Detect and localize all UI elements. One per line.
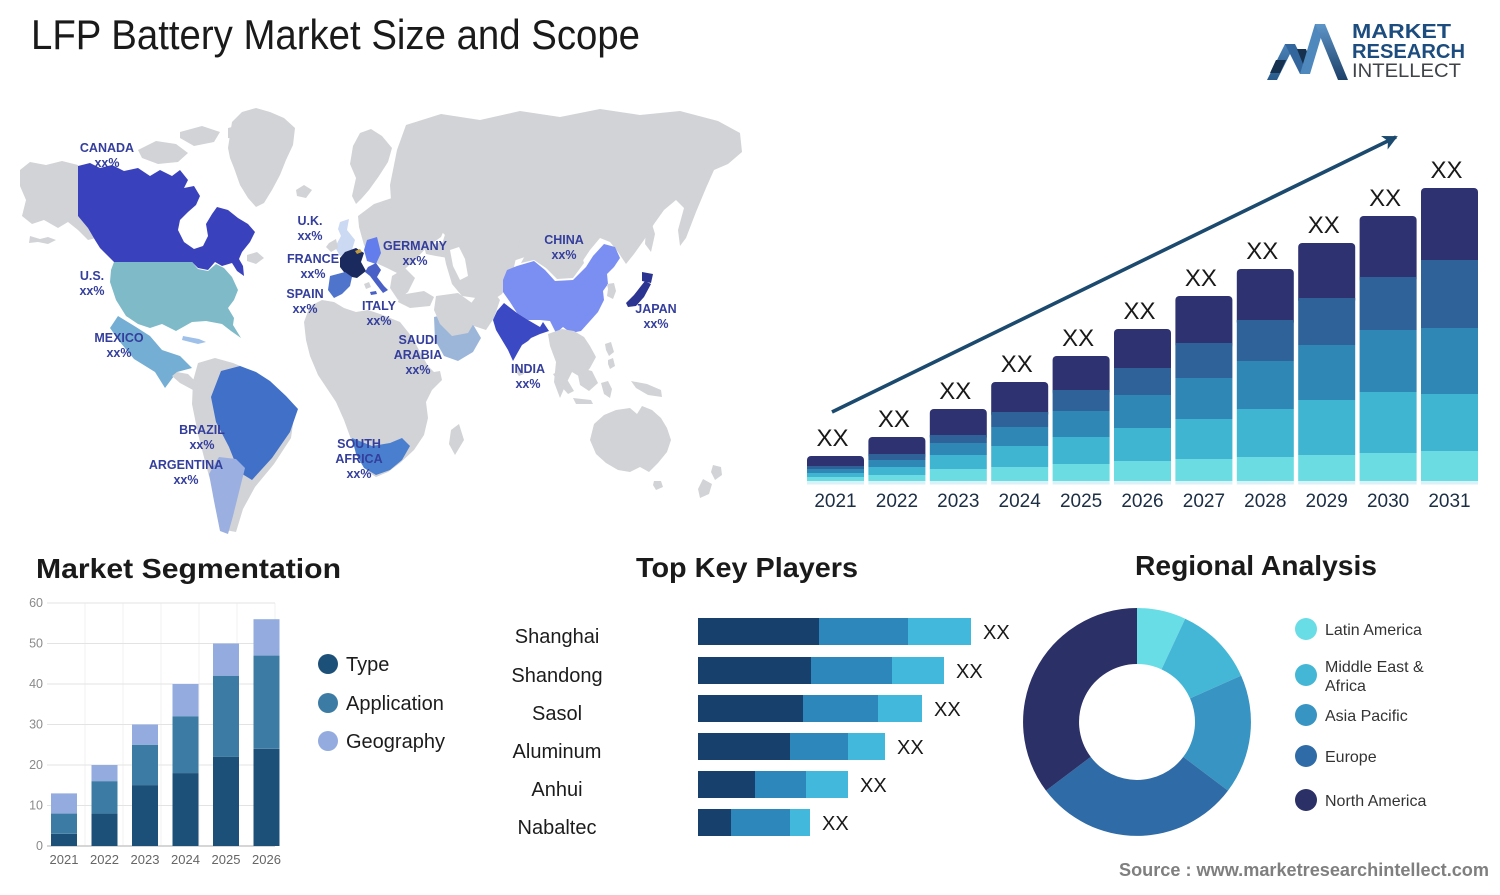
svg-text:2025: 2025 (212, 852, 241, 867)
svg-text:2023: 2023 (937, 491, 979, 512)
svg-text:50: 50 (29, 637, 43, 651)
svg-text:Top Key Players: Top Key Players (636, 552, 858, 583)
svg-text:U.S.: U.S. (80, 269, 104, 283)
svg-text:2024: 2024 (999, 491, 1042, 512)
svg-text:2022: 2022 (876, 491, 918, 512)
svg-text:SAUDI: SAUDI (399, 333, 438, 347)
svg-text:FRANCE: FRANCE (287, 252, 339, 266)
svg-text:ITALY: ITALY (362, 299, 397, 313)
svg-text:2024: 2024 (171, 852, 200, 867)
svg-text:2031: 2031 (1428, 491, 1470, 512)
svg-text:2022: 2022 (90, 852, 119, 867)
svg-text:INDIA: INDIA (511, 362, 545, 376)
svg-text:Nabaltec: Nabaltec (518, 817, 597, 839)
svg-text:North America: North America (1325, 793, 1426, 810)
svg-text:Shanghai: Shanghai (515, 626, 600, 648)
svg-text:XX: XX (956, 661, 983, 683)
svg-text:10: 10 (29, 799, 43, 813)
svg-text:Europe: Europe (1325, 749, 1377, 766)
svg-text:xx%: xx% (189, 438, 214, 452)
svg-text:Geography: Geography (346, 731, 445, 753)
svg-text:XX: XX (816, 425, 848, 452)
svg-text:xx%: xx% (402, 254, 427, 268)
svg-text:MEXICO: MEXICO (94, 331, 144, 345)
svg-text:2026: 2026 (1121, 491, 1163, 512)
svg-text:xx%: xx% (405, 363, 430, 377)
svg-text:XX: XX (934, 699, 961, 721)
svg-text:LFP Battery Market Size and Sc: LFP Battery Market Size and Scope (31, 11, 640, 58)
svg-text:40: 40 (29, 677, 43, 691)
svg-text:2029: 2029 (1306, 491, 1348, 512)
svg-text:ARABIA: ARABIA (394, 348, 443, 362)
svg-text:XX: XX (1430, 157, 1462, 184)
svg-text:GERMANY: GERMANY (383, 239, 448, 253)
svg-text:20: 20 (29, 758, 43, 772)
svg-text:XX: XX (1308, 212, 1340, 239)
svg-text:2028: 2028 (1244, 491, 1286, 512)
svg-text:AFRICA: AFRICA (335, 452, 382, 466)
svg-text:XX: XX (1001, 351, 1033, 378)
svg-text:RESEARCH: RESEARCH (1352, 41, 1465, 63)
svg-text:U.K.: U.K. (298, 214, 323, 228)
svg-text:XX: XX (939, 378, 971, 405)
svg-text:XX: XX (878, 406, 910, 433)
svg-text:xx%: xx% (643, 317, 668, 331)
svg-text:Latin America: Latin America (1325, 622, 1422, 639)
svg-text:INTELLECT: INTELLECT (1352, 61, 1461, 82)
svg-text:xx%: xx% (346, 467, 371, 481)
svg-text:XX: XX (1123, 298, 1155, 325)
svg-text:Shandong: Shandong (511, 665, 602, 687)
svg-text:XX: XX (983, 622, 1010, 644)
svg-text:xx%: xx% (292, 302, 317, 316)
svg-text:XX: XX (1246, 238, 1278, 265)
svg-text:Market Segmentation: Market Segmentation (36, 553, 341, 584)
svg-text:Source : www.marketresearchint: Source : www.marketresearchintellect.com (1119, 860, 1489, 880)
svg-text:XX: XX (897, 737, 924, 759)
svg-text:CANADA: CANADA (80, 141, 134, 155)
svg-text:Type: Type (346, 654, 389, 676)
svg-text:2023: 2023 (131, 852, 160, 867)
svg-text:XX: XX (860, 775, 887, 797)
svg-text:Anhui: Anhui (531, 779, 582, 801)
svg-text:60: 60 (29, 596, 43, 610)
svg-text:2030: 2030 (1367, 491, 1409, 512)
svg-text:SOUTH: SOUTH (337, 437, 381, 451)
svg-text:Regional Analysis: Regional Analysis (1135, 550, 1377, 581)
svg-text:CHINA: CHINA (544, 233, 584, 247)
svg-text:2025: 2025 (1060, 491, 1102, 512)
svg-text:0: 0 (36, 839, 43, 853)
svg-text:ARGENTINA: ARGENTINA (149, 458, 223, 472)
svg-text:BRAZIL: BRAZIL (179, 423, 225, 437)
svg-text:Sasol: Sasol (532, 703, 582, 725)
svg-text:xx%: xx% (551, 248, 576, 262)
svg-text:30: 30 (29, 718, 43, 732)
svg-text:Africa: Africa (1325, 678, 1366, 695)
svg-text:xx%: xx% (297, 229, 322, 243)
svg-text:2021: 2021 (814, 491, 856, 512)
svg-text:xx%: xx% (94, 156, 119, 170)
svg-text:xx%: xx% (366, 314, 391, 328)
svg-text:XX: XX (1369, 185, 1401, 212)
svg-text:xx%: xx% (300, 267, 325, 281)
svg-text:XX: XX (1185, 265, 1217, 292)
svg-text:XX: XX (1062, 325, 1094, 352)
svg-text:xx%: xx% (515, 377, 540, 391)
svg-text:2021: 2021 (50, 852, 79, 867)
svg-text:Application: Application (346, 693, 444, 715)
svg-text:Middle East &: Middle East & (1325, 659, 1424, 676)
svg-text:xx%: xx% (106, 346, 131, 360)
svg-text:XX: XX (822, 813, 849, 835)
svg-text:xx%: xx% (79, 284, 104, 298)
svg-text:xx%: xx% (173, 473, 198, 487)
svg-text:SPAIN: SPAIN (286, 287, 323, 301)
svg-text:JAPAN: JAPAN (635, 302, 676, 316)
svg-text:2027: 2027 (1183, 491, 1225, 512)
svg-text:Asia Pacific: Asia Pacific (1325, 708, 1408, 725)
svg-text:Aluminum: Aluminum (513, 741, 602, 763)
svg-text:2026: 2026 (252, 852, 281, 867)
svg-text:MARKET: MARKET (1352, 21, 1451, 43)
